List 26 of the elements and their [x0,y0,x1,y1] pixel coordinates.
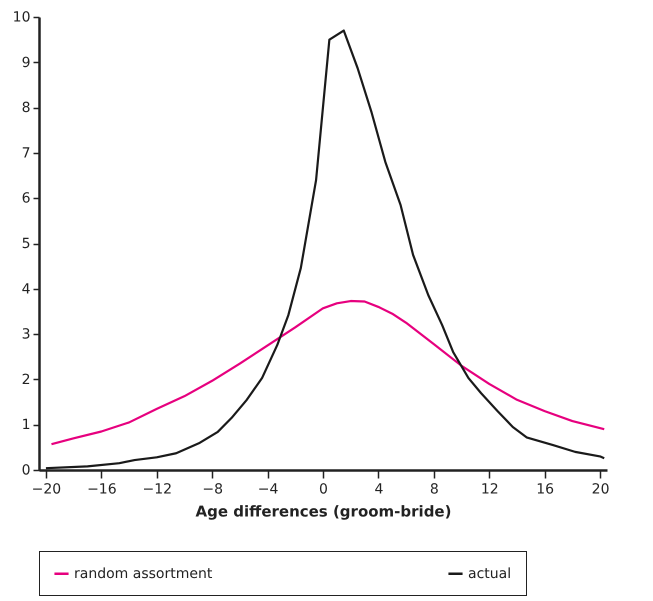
x-tick-label: 8 [430,482,439,498]
y-tick-label: 9 [22,54,30,71]
y-tick-label: 1 [22,417,30,434]
x-tick-label: 16 [536,482,554,498]
legend-label: random assortment [74,566,213,582]
y-tick-label: 0 [22,462,30,478]
x-tick-label: −4 [258,482,278,498]
x-tick-label: 4 [374,482,384,498]
x-tick-label: 12 [480,482,499,498]
x-tick-label: −20 [32,482,62,498]
line-series [50,300,606,446]
y-tick-label: 8 [22,100,30,116]
x-axis-title: Age differences (groom-bride) [196,502,452,520]
y-tick-label: 2 [22,372,30,388]
x-tick-label: 20 [592,482,610,498]
y-tick-label: 7 [22,145,30,162]
y-tick-label: 6 [22,190,31,207]
y-tick-label: 4 [22,281,31,298]
y-tick-label: 5 [22,236,30,252]
y-tick-label: 3 [22,326,30,343]
x-tick-label: −12 [142,482,172,498]
legend-label: actual [468,566,512,582]
x-tick-label: 0 [319,482,328,498]
x-tick-label: −8 [202,482,223,498]
y-tick-label: 10 [12,10,30,26]
x-tick-label: −16 [87,482,117,498]
